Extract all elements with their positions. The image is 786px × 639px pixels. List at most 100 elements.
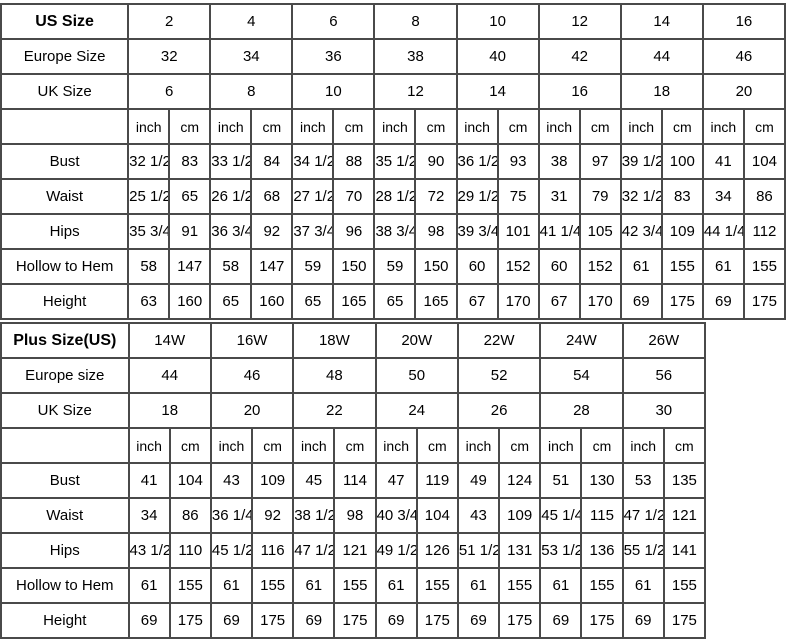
- measurement-inch-value: 61: [374, 567, 418, 604]
- measurement-cm-value: 70: [332, 178, 376, 215]
- measurement-inch-value: 36 1/2: [455, 143, 499, 180]
- measurement-inch-value: 58: [209, 248, 253, 285]
- measurement-inch-value: 38 3/4: [373, 213, 417, 250]
- size-value-cell: 30: [621, 392, 707, 429]
- measurement-inch-value: 69: [539, 602, 583, 639]
- measurement-inch-value: 33 1/2: [209, 143, 253, 180]
- measurement-cm-value: 175: [415, 602, 459, 639]
- size-value-cell: 44: [619, 38, 704, 75]
- standard-table-body: US Size 2 4 6 8 10 12 14 16 Europe Size 32 34 36 38 40…: [0, 3, 786, 320]
- measurement-inch-value: 41 1/4: [537, 213, 581, 250]
- measurement-inch-value: 61: [539, 567, 583, 604]
- plus-size-table: Plus Size(US) 14W 16W 18W 20W 22W 24W 26W Europe…: [0, 322, 707, 639]
- measurement-cm-value: 100: [660, 143, 704, 180]
- measurement-cm-value: 165: [332, 283, 376, 320]
- measurement-row: Height 63 160 65 160 65 165 65 165 67 170 67 170 69 17…: [0, 283, 786, 320]
- measurement-inch-value: 61: [209, 567, 254, 604]
- measurement-inch-value: 60: [455, 248, 499, 285]
- measurement-cm-value: 65: [168, 178, 212, 215]
- unit-cm-header: cm: [580, 427, 624, 464]
- size-header-cell: 24W: [539, 322, 624, 359]
- measurement-inch-value: 61: [456, 567, 501, 604]
- measurement-inch-value: 61: [292, 567, 336, 604]
- measurement-cm-value: 86: [168, 497, 212, 534]
- measurement-cm-value: 155: [662, 567, 707, 604]
- measurement-inch-value: 45 1/2: [209, 532, 254, 569]
- measurement-inch-value: 49 1/2: [374, 532, 418, 569]
- measurement-inch-value: 69: [127, 602, 171, 639]
- size-value-cell: 44: [127, 357, 212, 394]
- size-value-cell: 52: [456, 357, 542, 394]
- row-label: UK Size: [0, 73, 130, 110]
- size-value-cell: 34: [209, 38, 294, 75]
- measurement-cm-value: 105: [578, 213, 622, 250]
- unit-cm-header: cm: [578, 108, 622, 145]
- measurement-inch-value: 67: [455, 283, 499, 320]
- measurement-label: Hollow to Hem: [0, 567, 130, 604]
- size-header-cell: 18W: [292, 322, 377, 359]
- measurement-cm-value: 175: [660, 283, 704, 320]
- measurement-cm-value: 155: [251, 567, 295, 604]
- measurement-inch-value: 60: [537, 248, 581, 285]
- measurement-cm-value: 130: [580, 462, 624, 499]
- measurement-cm-value: 98: [414, 213, 458, 250]
- unit-inch-header: inch: [701, 108, 745, 145]
- size-value-cell: 28: [539, 392, 624, 429]
- size-value-cell: 12: [373, 73, 458, 110]
- row-label: UK Size: [0, 392, 130, 429]
- size-value-cell: 38: [373, 38, 458, 75]
- measurement-cm-value: 175: [662, 602, 707, 639]
- measurement-inch-value: 67: [537, 283, 581, 320]
- measurement-cm-value: 109: [251, 462, 295, 499]
- size-header-cell: 16W: [209, 322, 295, 359]
- unit-inch-header: inch: [209, 108, 253, 145]
- measurement-inch-value: 36 3/4: [209, 213, 253, 250]
- measurement-label: Bust: [0, 462, 130, 499]
- measurement-cm-value: 155: [333, 567, 377, 604]
- unit-inch-header: inch: [374, 427, 418, 464]
- unit-cm-header: cm: [250, 108, 294, 145]
- measurement-row: Hollow to Hem 58 147 58 147 59 150 59 150 60 152 60…: [0, 248, 786, 285]
- measurement-cm-value: 110: [168, 532, 212, 569]
- measurement-inch-value: 58: [127, 248, 171, 285]
- size-header-cell: 16: [701, 3, 786, 40]
- measurement-cm-value: 131: [498, 532, 542, 569]
- measurement-cm-value: 98: [333, 497, 377, 534]
- measurement-inch-value: 69: [701, 283, 745, 320]
- measurement-inch-value: 61: [621, 567, 665, 604]
- unit-inch-header: inch: [455, 108, 499, 145]
- measurement-cm-value: 72: [414, 178, 458, 215]
- measurement-cm-value: 124: [498, 462, 542, 499]
- measurement-row: Hips 35 3/4 91 36 3/4 92 37 3/4 96 38 3/4 98 39 3…: [0, 213, 786, 250]
- unit-cm-header: cm: [414, 108, 458, 145]
- measurement-inch-value: 43: [456, 497, 501, 534]
- measurement-inch-value: 35 3/4: [127, 213, 171, 250]
- measurement-cm-value: 84: [250, 143, 294, 180]
- unit-inch-header: inch: [621, 427, 665, 464]
- size-value-cell: 42: [537, 38, 622, 75]
- size-header-cell: 2: [127, 3, 212, 40]
- unit-cm-header: cm: [498, 427, 542, 464]
- measurement-inch-value: 49: [456, 462, 501, 499]
- measurement-inch-value: 25 1/2: [127, 178, 171, 215]
- unit-inch-header: inch: [537, 108, 581, 145]
- measurement-cm-value: 150: [332, 248, 376, 285]
- measurement-inch-value: 29 1/2: [455, 178, 499, 215]
- measurement-cm-value: 126: [415, 532, 459, 569]
- unit-inch-header: inch: [373, 108, 417, 145]
- measurement-row: Bust 41 104 43 109 45 114 47 119 49 124 51 130 53 135: [0, 462, 707, 499]
- measurement-inch-value: 59: [291, 248, 335, 285]
- size-value-cell: 26: [456, 392, 542, 429]
- size-value-cell: 46: [209, 357, 295, 394]
- plus-table-body: Plus Size(US) 14W 16W 18W 20W 22W 24W 26W Europe…: [0, 322, 707, 639]
- measurement-inch-value: 35 1/2: [373, 143, 417, 180]
- unit-cm-header: cm: [660, 108, 704, 145]
- unit-inch-header: inch: [292, 427, 336, 464]
- size-value-cell: 56: [621, 357, 707, 394]
- measurement-inch-value: 28 1/2: [373, 178, 417, 215]
- row-label: Europe size: [0, 357, 130, 394]
- measurement-label: Height: [0, 283, 130, 320]
- measurement-cm-value: 112: [742, 213, 786, 250]
- unit-inch-header: inch: [291, 108, 335, 145]
- measurement-cm-value: 155: [580, 567, 624, 604]
